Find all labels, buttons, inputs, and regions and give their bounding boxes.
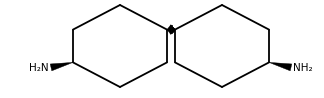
Text: NH₂: NH₂: [293, 63, 313, 73]
Polygon shape: [167, 25, 171, 35]
Polygon shape: [269, 62, 292, 71]
Polygon shape: [50, 62, 73, 71]
Text: H₂N: H₂N: [29, 63, 49, 73]
